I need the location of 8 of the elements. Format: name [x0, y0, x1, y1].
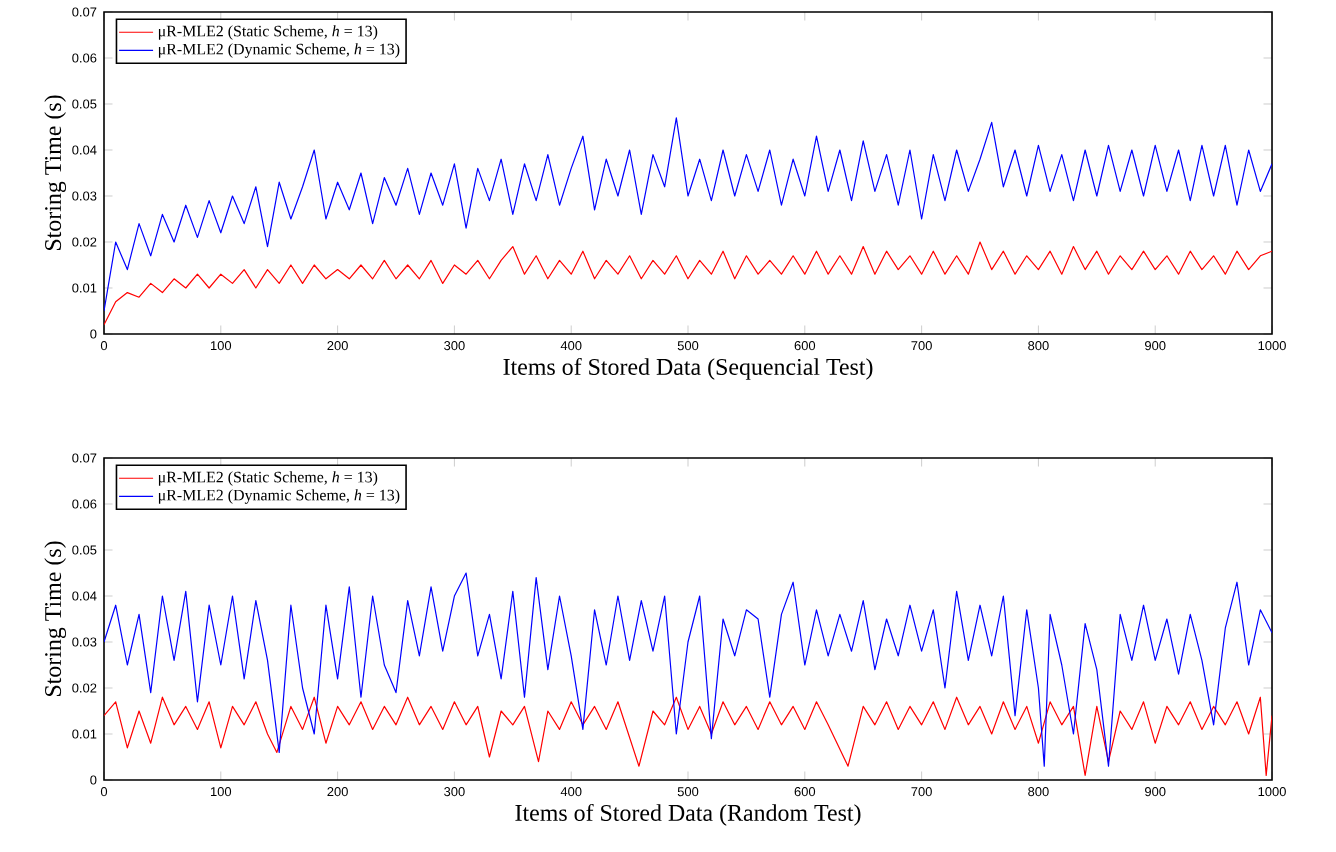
- y-axis-title: Storing Time (s): [44, 541, 67, 697]
- line-series: [104, 117, 1273, 312]
- line-series: [104, 572, 1273, 767]
- line-series: [104, 696, 1273, 776]
- y-axis-title: Storing Time (s): [44, 95, 67, 251]
- x-axis-title: Items of Stored Data (Sequencial Test): [503, 357, 873, 380]
- line-series: [104, 241, 1273, 326]
- x-axis-title: Items of Stored Data (Random Test): [515, 803, 861, 826]
